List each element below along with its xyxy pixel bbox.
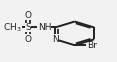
Text: CH$_3$: CH$_3$ <box>3 21 22 34</box>
Text: Br: Br <box>88 41 97 50</box>
Text: N: N <box>52 35 59 44</box>
Text: NH: NH <box>38 23 51 32</box>
Text: S: S <box>25 23 31 32</box>
Text: O: O <box>25 11 32 20</box>
Text: O: O <box>25 35 32 44</box>
